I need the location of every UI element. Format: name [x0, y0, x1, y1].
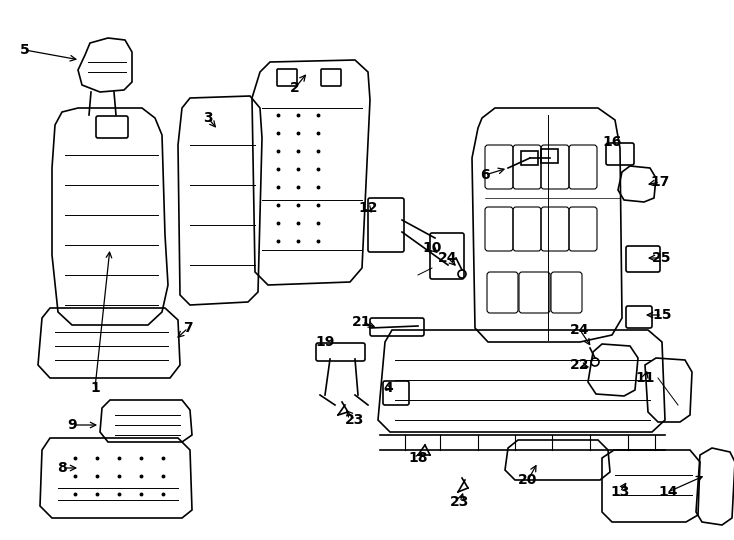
Text: 21: 21	[352, 315, 371, 329]
Text: 24: 24	[570, 323, 589, 337]
Text: 19: 19	[316, 335, 335, 349]
Text: 20: 20	[518, 473, 538, 487]
Text: 2: 2	[290, 81, 300, 95]
Text: 17: 17	[650, 175, 669, 189]
Text: 1: 1	[90, 381, 100, 395]
Text: 8: 8	[57, 461, 67, 475]
Text: 13: 13	[610, 485, 630, 499]
Text: 15: 15	[653, 308, 672, 322]
Text: 12: 12	[358, 201, 378, 215]
Text: 24: 24	[438, 251, 458, 265]
Text: 22: 22	[570, 358, 589, 372]
Text: 23: 23	[451, 495, 470, 509]
Text: 5: 5	[20, 43, 30, 57]
Text: 4: 4	[383, 381, 393, 395]
Text: 10: 10	[422, 241, 442, 255]
Text: 16: 16	[603, 135, 622, 149]
Text: 3: 3	[203, 111, 213, 125]
Text: 11: 11	[635, 371, 655, 385]
Text: 23: 23	[345, 413, 365, 427]
Text: 9: 9	[68, 418, 77, 432]
Text: 14: 14	[658, 485, 677, 499]
Text: 6: 6	[480, 168, 490, 182]
Text: 7: 7	[184, 321, 193, 335]
Text: 18: 18	[408, 451, 428, 465]
Text: 25: 25	[653, 251, 672, 265]
